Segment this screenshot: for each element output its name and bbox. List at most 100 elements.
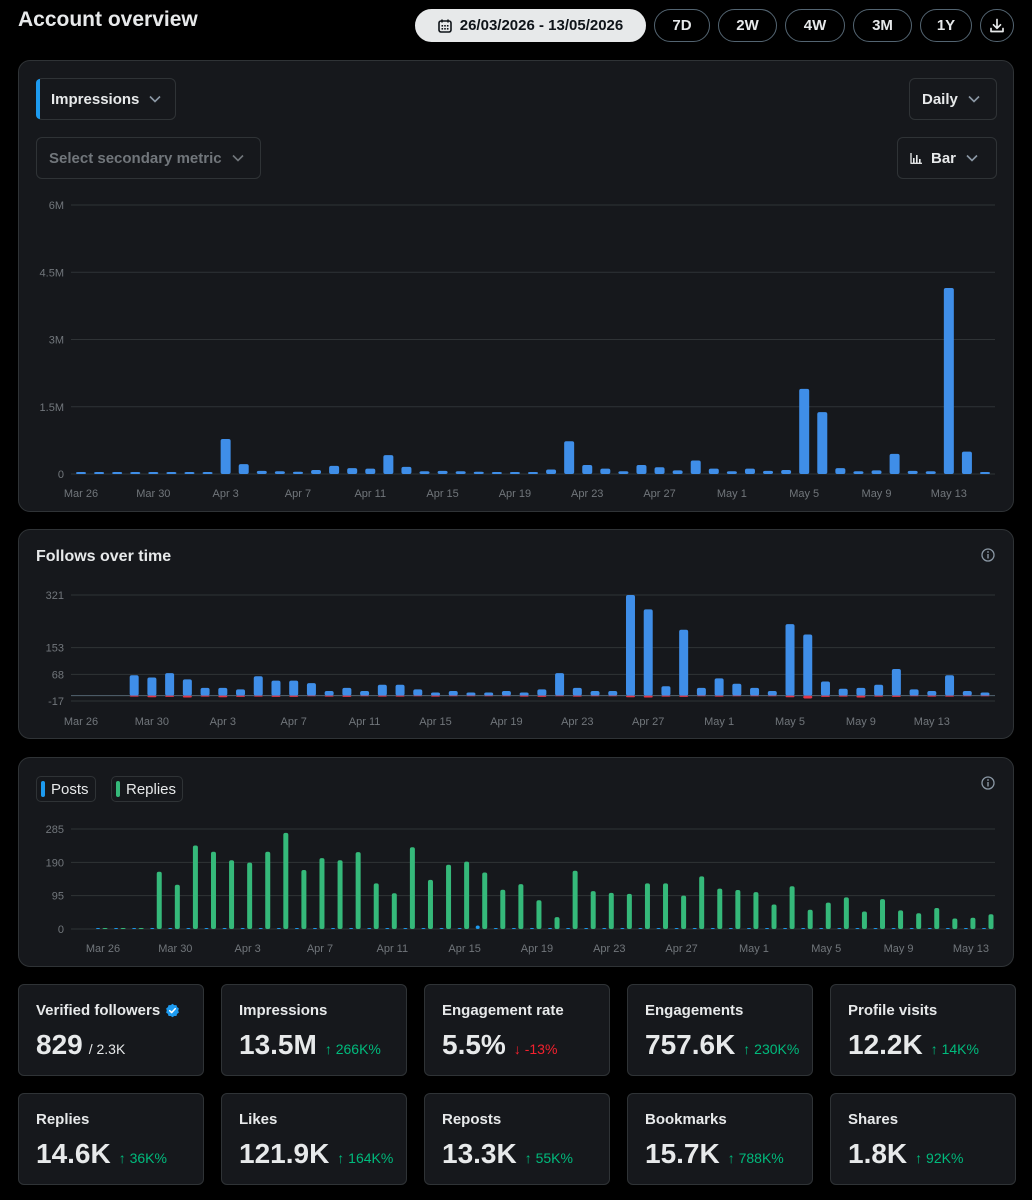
posts-bar[interactable]: [168, 928, 173, 929]
posts-bar[interactable]: [909, 928, 914, 929]
impressions-bar[interactable]: [871, 470, 882, 474]
unfollows-bar[interactable]: [377, 695, 387, 697]
impressions-bar[interactable]: [184, 472, 195, 474]
replies-bar[interactable]: [717, 888, 723, 929]
unfollows-bar[interactable]: [572, 695, 582, 697]
unfollows-bar[interactable]: [289, 695, 299, 697]
new-follows-bar[interactable]: [537, 689, 547, 696]
impressions-bar[interactable]: [744, 468, 755, 474]
posts-bar[interactable]: [312, 928, 317, 929]
unfollows-bar[interactable]: [431, 695, 441, 697]
impressions-bar[interactable]: [220, 439, 231, 474]
impressions-bar[interactable]: [799, 388, 810, 474]
impressions-bar[interactable]: [383, 455, 394, 474]
unfollows-bar[interactable]: [820, 695, 830, 697]
replies-bar[interactable]: [753, 892, 759, 929]
unfollows-bar[interactable]: [519, 695, 529, 697]
legend-replies[interactable]: Replies: [111, 776, 184, 802]
impressions-bar[interactable]: [256, 470, 267, 474]
impressions-bar[interactable]: [708, 468, 719, 474]
replies-bar[interactable]: [681, 895, 687, 929]
posts-bar[interactable]: [331, 928, 336, 929]
new-follows-bar[interactable]: [306, 683, 316, 696]
impressions-bar[interactable]: [347, 468, 358, 474]
replies-bar[interactable]: [102, 928, 108, 929]
unfollows-bar[interactable]: [236, 695, 246, 697]
unfollows-bar[interactable]: [555, 695, 565, 697]
new-follows-bar[interactable]: [714, 678, 724, 696]
impressions-bar[interactable]: [419, 471, 430, 474]
replies-bar[interactable]: [988, 914, 994, 929]
replies-bar[interactable]: [373, 883, 379, 929]
unfollows-bar[interactable]: [945, 695, 955, 697]
unfollows-bar[interactable]: [927, 695, 937, 697]
date-range-button[interactable]: 26/03/2026 - 13/05/2026: [415, 9, 646, 42]
replies-bar[interactable]: [174, 884, 180, 929]
new-follows-bar[interactable]: [200, 687, 210, 696]
unfollows-bar[interactable]: [413, 695, 423, 697]
replies-bar[interactable]: [229, 860, 235, 929]
replies-bar[interactable]: [247, 862, 253, 929]
unfollows-bar[interactable]: [874, 695, 884, 697]
replies-bar[interactable]: [644, 883, 650, 929]
new-follows-bar[interactable]: [874, 684, 884, 696]
posts-bar[interactable]: [493, 928, 498, 929]
new-follows-bar[interactable]: [147, 677, 157, 696]
replies-bar[interactable]: [807, 909, 813, 929]
posts-bar[interactable]: [584, 928, 589, 929]
impressions-bar[interactable]: [835, 468, 846, 474]
replies-bar[interactable]: [663, 883, 669, 929]
impressions-bar[interactable]: [618, 471, 629, 474]
impressions-bar[interactable]: [980, 472, 990, 474]
new-follows-bar[interactable]: [732, 683, 742, 696]
posts-bar[interactable]: [132, 928, 137, 929]
impressions-bar[interactable]: [636, 465, 647, 474]
unfollows-bar[interactable]: [891, 695, 901, 697]
unfollows-bar[interactable]: [165, 695, 175, 697]
stat-card-bookmarks[interactable]: Bookmarks 15.7K ↑ 788K%: [627, 1093, 813, 1185]
posts-bar[interactable]: [783, 928, 788, 929]
posts-bar[interactable]: [529, 928, 534, 929]
posts-bar[interactable]: [403, 928, 408, 929]
new-follows-bar[interactable]: [395, 684, 405, 696]
replies-bar[interactable]: [265, 851, 271, 929]
unfollows-bar[interactable]: [608, 695, 618, 697]
impressions-bar[interactable]: [292, 471, 303, 474]
unfollows-bar[interactable]: [271, 695, 281, 697]
impressions-bar[interactable]: [76, 472, 86, 474]
replies-bar[interactable]: [861, 911, 867, 929]
impressions-bar[interactable]: [690, 460, 701, 474]
posts-bar[interactable]: [421, 928, 426, 929]
range-1y-button[interactable]: 1Y: [920, 9, 972, 42]
replies-bar[interactable]: [518, 884, 524, 929]
new-follows-bar[interactable]: [572, 687, 582, 696]
impressions-bar[interactable]: [491, 472, 502, 474]
download-button[interactable]: [980, 9, 1014, 42]
unfollows-bar[interactable]: [980, 695, 990, 697]
new-follows-bar[interactable]: [324, 690, 334, 696]
posts-bar[interactable]: [475, 925, 480, 929]
new-follows-bar[interactable]: [519, 692, 529, 696]
posts-bar[interactable]: [114, 928, 119, 929]
impressions-bar[interactable]: [546, 469, 557, 474]
impressions-bar[interactable]: [763, 470, 774, 474]
unfollows-bar[interactable]: [484, 695, 494, 697]
impressions-bar[interactable]: [202, 472, 213, 474]
replies-bar[interactable]: [210, 851, 216, 929]
unfollows-bar[interactable]: [342, 695, 352, 697]
posts-bar[interactable]: [819, 928, 824, 929]
unfollows-bar[interactable]: [182, 695, 192, 698]
replies-bar[interactable]: [554, 917, 560, 929]
new-follows-bar[interactable]: [289, 680, 299, 696]
posts-bar[interactable]: [566, 928, 571, 929]
new-follows-bar[interactable]: [377, 684, 387, 696]
posts-bar[interactable]: [150, 928, 155, 929]
replies-bar[interactable]: [355, 852, 361, 929]
secondary-metric-dropdown[interactable]: Select secondary metric: [36, 137, 261, 179]
posts-bar[interactable]: [548, 928, 553, 929]
impressions-bar[interactable]: [148, 472, 159, 474]
posts-bar[interactable]: [945, 928, 950, 929]
replies-bar[interactable]: [120, 928, 126, 929]
posts-bar[interactable]: [801, 928, 806, 929]
posts-bar[interactable]: [620, 928, 625, 929]
